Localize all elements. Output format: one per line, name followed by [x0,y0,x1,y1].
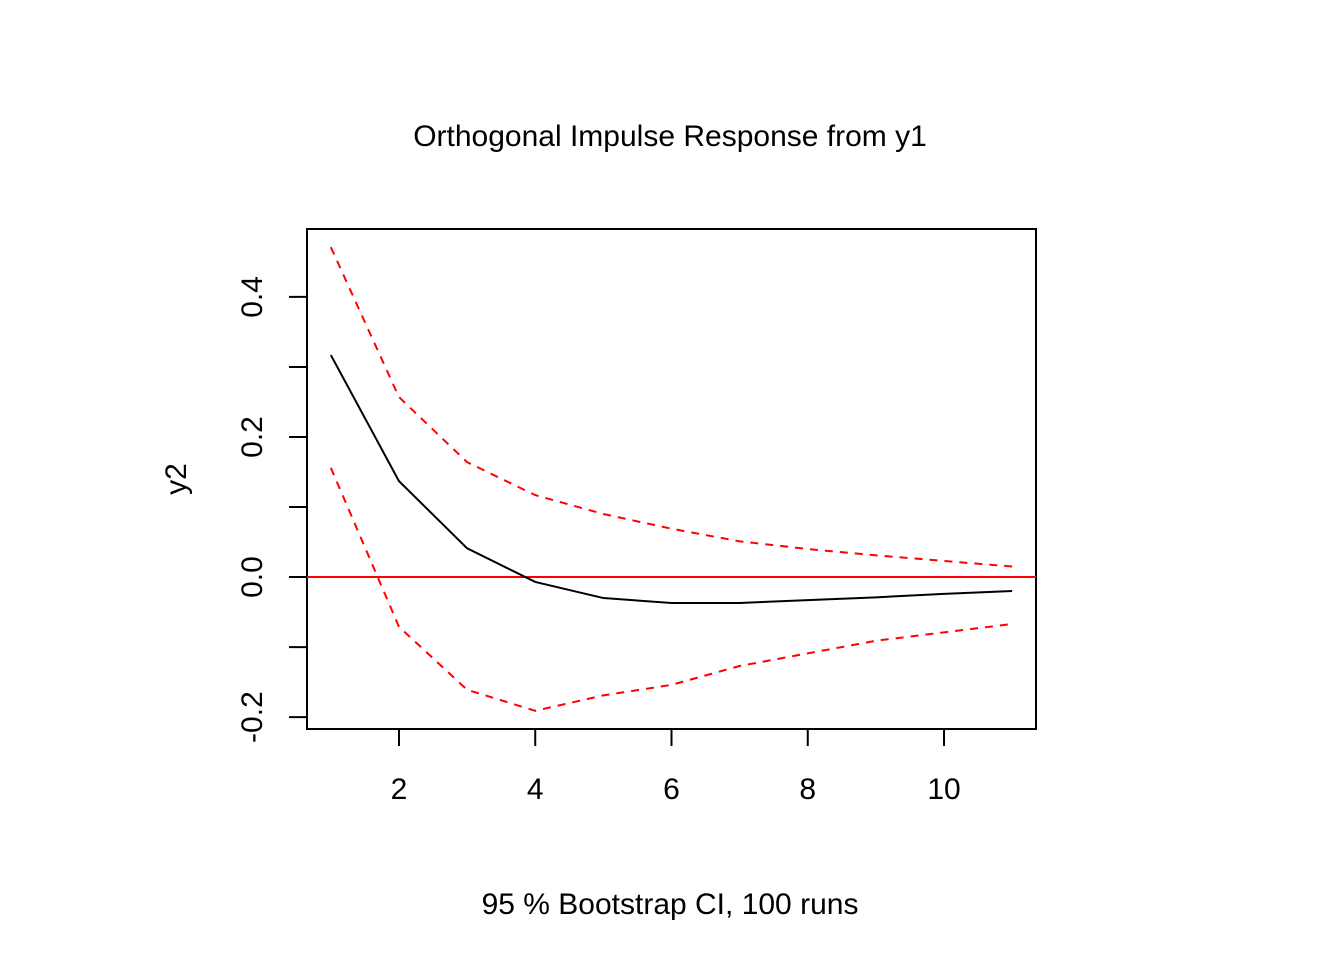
x-tick-label: 2 [391,773,408,806]
x-tick-label: 4 [527,773,544,806]
upper-line [329,246,1013,568]
series-group [307,246,1036,712]
x-tick-label: 6 [663,773,680,806]
y-tick-label: 0.2 [236,416,269,458]
y-tick-label: 0.4 [236,276,269,318]
y-axis-label: y2 [160,463,193,495]
lower-line [329,467,1013,712]
chart-title: Orthogonal Impulse Response from y1 [413,120,927,153]
response-line [329,354,1013,604]
x-axis: 2 4 6 8 10 [391,729,961,806]
x-axis-label: 95 % Bootstrap CI, 100 runs [482,888,859,921]
x-tick-label: 8 [799,773,816,806]
plot-frame [306,228,1037,730]
y-tick-label: 0.0 [236,556,269,598]
y-tick-label: -0.2 [236,691,269,743]
y-axis: -0.2 0.0 0.2 0.4 [236,276,307,743]
x-tick-label: 10 [927,773,960,806]
